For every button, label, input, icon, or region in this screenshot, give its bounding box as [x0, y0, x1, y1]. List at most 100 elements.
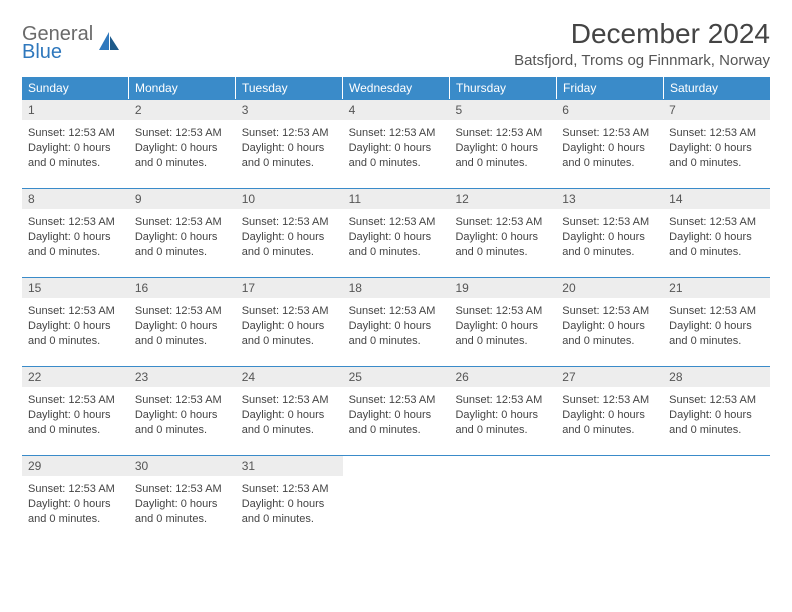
day-cell: 23Sunset: 12:53 AM Daylight: 0 hours and… [129, 367, 236, 455]
day-body: Sunset: 12:53 AM Daylight: 0 hours and 0… [236, 215, 343, 260]
day-body: Sunset: 12:53 AM Daylight: 0 hours and 0… [556, 393, 663, 438]
day-body: Sunset: 12:53 AM Daylight: 0 hours and 0… [22, 393, 129, 438]
day-number: 12 [449, 189, 556, 209]
day-cell: 26Sunset: 12:53 AM Daylight: 0 hours and… [449, 367, 556, 455]
logo-text: General Blue [22, 24, 93, 62]
day-cell: 28 Sunset: 12:53 AM Daylight: 0 hours and… [663, 367, 770, 455]
day-cell: 9 Sunset: 12:53 AM Daylight: 0 hours and … [129, 189, 236, 277]
day-number: 9 [129, 189, 236, 209]
day-cell: 16 Sunset: 12:53 AM Daylight: 0 hours and… [129, 278, 236, 366]
day-number: 4 [343, 100, 450, 120]
day-body: Sunset: 12:53 AM Daylight: 0 hours and 0… [663, 215, 770, 260]
day-number: 25 [343, 367, 450, 387]
day-cell: 2Sunset: 12:53 AM Daylight: 0 hours and … [129, 100, 236, 188]
day-number: 18 [343, 278, 450, 298]
day-cell: 30 Sunset: 12:53 AM Daylight: 0 hours and… [129, 456, 236, 544]
day-body: Sunset: 12:53 AM Daylight: 0 hours and 0… [556, 304, 663, 349]
day-body: Sunset: 12:53 AM Daylight: 0 hours and 0… [22, 304, 129, 349]
day-cell: 0Sunset: 12:53 AM Daylight: 0 hours and … [556, 456, 663, 544]
day-number: 16 [129, 278, 236, 298]
day-number: 3 [236, 100, 343, 120]
day-cell: 15 Sunset: 12:53 AM Daylight: 0 hours and… [22, 278, 129, 366]
week-row: 1Sunset: 12:53 AM Daylight: 0 hours and … [22, 99, 770, 188]
day-cell: 27 Sunset: 12:53 AM Daylight: 0 hours and… [556, 367, 663, 455]
day-cell: 1 Sunset: 12:53 AM Daylight: 0 hours and … [22, 100, 129, 188]
day-number: 23 [129, 367, 236, 387]
day-body: Sunset: 12:53 AM Daylight: 0 hours and 0… [556, 126, 663, 171]
day-cell: 20 Sunset: 12:53 AM Daylight: 0 hours and… [556, 278, 663, 366]
logo: General Blue [22, 18, 121, 62]
day-cell: 18 Sunset: 12:53 AM Daylight: 0 hours and… [343, 278, 450, 366]
day-cell: 4Sunset: 12:53 AM Daylight: 0 hours and … [343, 100, 450, 188]
day-number: 8 [22, 189, 129, 209]
day-number: 15 [22, 278, 129, 298]
day-number: 28 [663, 367, 770, 387]
weekday-header: Monday [129, 77, 236, 99]
day-number: 26 [449, 367, 556, 387]
day-body: Sunset: 12:53 AM Daylight: 0 hours and 0… [343, 304, 450, 349]
day-body: Sunset: 12:53 AM Daylight: 0 hours and 0… [129, 482, 236, 527]
page-title: December 2024 [514, 18, 770, 50]
day-number: 30 [129, 456, 236, 476]
day-cell: 19Sunset: 12:53 AM Daylight: 0 hours and… [449, 278, 556, 366]
weekday-header: Thursday [450, 77, 557, 99]
day-body: Sunset: 12:53 AM Daylight: 0 hours and 0… [663, 393, 770, 438]
weekday-header: Sunday [22, 77, 129, 99]
day-number: 6 [556, 100, 663, 120]
week-row: 22 Sunset: 12:53 AM Daylight: 0 hours and… [22, 366, 770, 455]
day-cell: 3 Sunset: 12:53 AM Daylight: 0 hours and … [236, 100, 343, 188]
header: General Blue December 2024 Batsfjord, Tr… [22, 18, 770, 69]
day-number: 10 [236, 189, 343, 209]
weekday-header: Wednesday [343, 77, 450, 99]
day-cell: 13 Sunset: 12:53 AM Daylight: 0 hours and… [556, 189, 663, 277]
week-row: 8Sunset: 12:53 AM Daylight: 0 hours and … [22, 188, 770, 277]
day-cell: 10 Sunset: 12:53 AM Daylight: 0 hours and… [236, 189, 343, 277]
day-number: 20 [556, 278, 663, 298]
day-number: 1 [22, 100, 129, 120]
day-number: 21 [663, 278, 770, 298]
weeks-container: 1Sunset: 12:53 AM Daylight: 0 hours and … [22, 99, 770, 544]
day-body: Sunset: 12:53 AM Daylight: 0 hours and 0… [343, 215, 450, 260]
day-cell: 12Sunset: 12:53 AM Daylight: 0 hours and… [449, 189, 556, 277]
day-cell: 6 Sunset: 12:53 AM Daylight: 0 hours and … [556, 100, 663, 188]
calendar: SundayMondayTuesdayWednesdayThursdayFrid… [22, 77, 770, 544]
day-cell: 5Sunset: 12:53 AM Daylight: 0 hours and … [449, 100, 556, 188]
day-cell: 25Sunset: 12:53 AM Daylight: 0 hours and… [343, 367, 450, 455]
day-cell: 0Sunset: 12:53 AM Daylight: 0 hours and … [663, 456, 770, 544]
day-body: Sunset: 12:53 AM Daylight: 0 hours and 0… [129, 126, 236, 171]
day-number: 24 [236, 367, 343, 387]
day-body: Sunset: 12:53 AM Daylight: 0 hours and 0… [129, 215, 236, 260]
weekday-header-row: SundayMondayTuesdayWednesdayThursdayFrid… [22, 77, 770, 99]
day-cell: 24Sunset: 12:53 AM Daylight: 0 hours and… [236, 367, 343, 455]
day-cell: 29 Sunset: 12:53 AM Daylight: 0 hours and… [22, 456, 129, 544]
day-body: Sunset: 12:53 AM Daylight: 0 hours and 0… [556, 215, 663, 260]
sail-icon [97, 30, 121, 57]
day-number: 29 [22, 456, 129, 476]
day-cell: 17 Sunset: 12:53 AM Daylight: 0 hours and… [236, 278, 343, 366]
day-number: 22 [22, 367, 129, 387]
day-number: 5 [449, 100, 556, 120]
weekday-header: Saturday [664, 77, 770, 99]
day-body: Sunset: 12:53 AM Daylight: 0 hours and 0… [22, 126, 129, 171]
day-body: Sunset: 12:53 AM Daylight: 0 hours and 0… [236, 304, 343, 349]
day-number: 7 [663, 100, 770, 120]
day-body: Sunset: 12:53 AM Daylight: 0 hours and 0… [129, 304, 236, 349]
location-label: Batsfjord, Troms og Finnmark, Norway [514, 52, 770, 69]
day-cell: 21 Sunset: 12:53 AM Daylight: 0 hours and… [663, 278, 770, 366]
day-cell: 8Sunset: 12:53 AM Daylight: 0 hours and … [22, 189, 129, 277]
day-cell: 0Sunset: 12:53 AM Daylight: 0 hours and … [449, 456, 556, 544]
day-number: 27 [556, 367, 663, 387]
day-body: Sunset: 12:53 AM Daylight: 0 hours and 0… [236, 126, 343, 171]
day-number: 14 [663, 189, 770, 209]
day-number: 17 [236, 278, 343, 298]
day-cell: 31 Sunset: 12:53 AM Daylight: 0 hours and… [236, 456, 343, 544]
day-body: Sunset: 12:53 AM Daylight: 0 hours and 0… [663, 126, 770, 171]
day-number: 13 [556, 189, 663, 209]
day-body: Sunset: 12:53 AM Daylight: 0 hours and 0… [22, 482, 129, 527]
day-body: Sunset: 12:53 AM Daylight: 0 hours and 0… [663, 304, 770, 349]
day-number: 31 [236, 456, 343, 476]
day-number: 11 [343, 189, 450, 209]
day-cell: 0Sunset: 12:53 AM Daylight: 0 hours and … [343, 456, 450, 544]
day-body: Sunset: 12:53 AM Daylight: 0 hours and 0… [236, 482, 343, 527]
title-block: December 2024 Batsfjord, Troms og Finnma… [514, 18, 770, 69]
